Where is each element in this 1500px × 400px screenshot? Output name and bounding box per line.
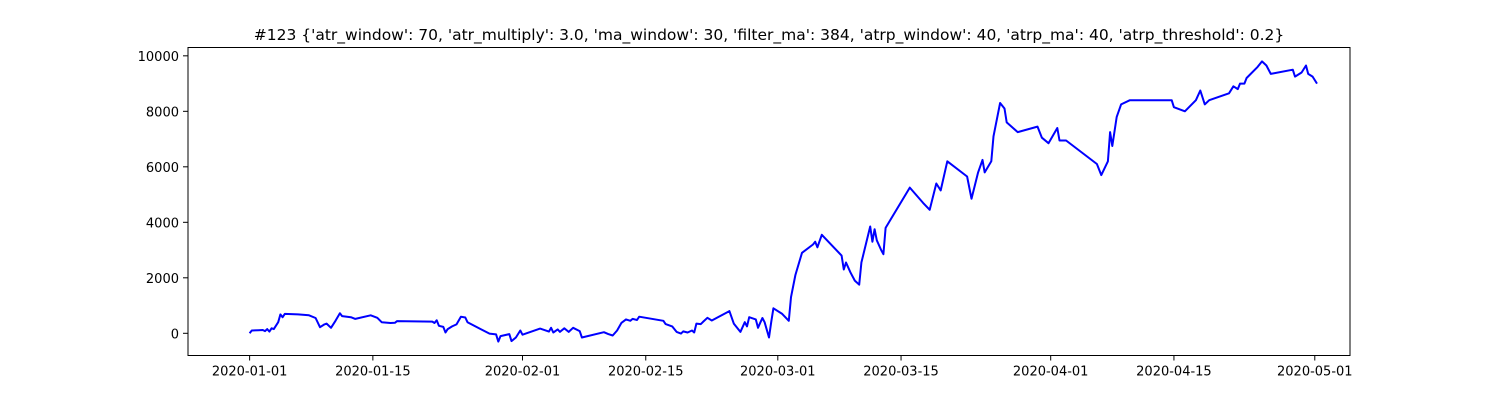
x-tick-label: 2020-02-01 (485, 365, 561, 380)
y-tick-label: 10000 (138, 50, 179, 65)
x-tick-label: 2020-01-01 (212, 365, 288, 380)
plot-area-frame (187, 47, 1351, 356)
y-tick-label: 6000 (146, 161, 179, 176)
chart-title: #123 {'atr_window': 70, 'atr_multiply': … (254, 26, 1285, 45)
x-tick-label: 2020-03-01 (740, 365, 816, 380)
y-tick-label: 4000 (146, 216, 179, 231)
series-line-0 (248, 60, 1318, 343)
y-tick-label: 2000 (146, 272, 179, 287)
x-tick-label: 2020-02-15 (608, 365, 684, 380)
x-axis: 2020-01-01 2020-01-15 2020-02-01 2020-02-15… (212, 355, 1353, 380)
x-tick-label: 2020-04-15 (1136, 365, 1212, 380)
series-layer (248, 60, 1318, 343)
y-tick-label: 0 (171, 327, 179, 342)
x-tick-label: 2020-03-15 (863, 365, 939, 380)
x-tick-label: 2020-05-01 (1277, 365, 1353, 380)
x-tick-label: 2020-01-15 (335, 365, 411, 380)
y-tick-label: 8000 (146, 105, 179, 120)
y-axis: 0 2000 4000 6000 8000 10000 (138, 50, 188, 342)
x-tick-label: 2020-04-01 (1013, 365, 1089, 380)
